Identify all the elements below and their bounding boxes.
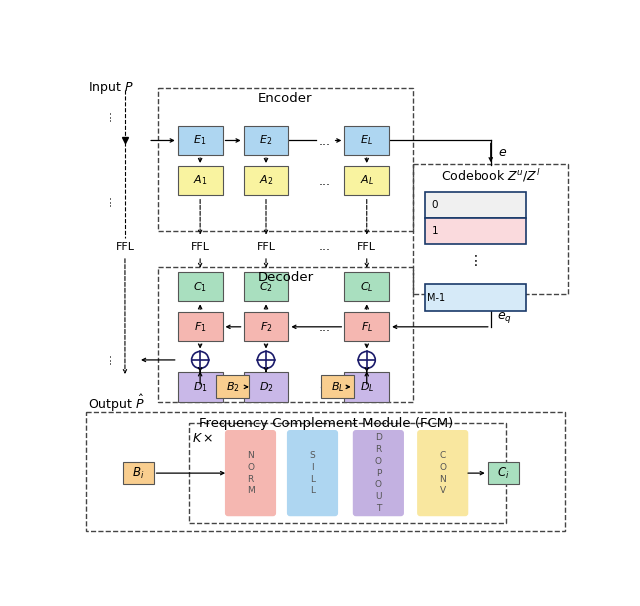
FancyBboxPatch shape xyxy=(425,218,525,244)
FancyBboxPatch shape xyxy=(344,312,389,341)
FancyBboxPatch shape xyxy=(417,430,468,516)
Text: $K \times$: $K \times$ xyxy=(193,432,214,445)
Text: $E_L$: $E_L$ xyxy=(360,133,373,147)
Text: N
O
R
M: N O R M xyxy=(246,451,254,495)
FancyBboxPatch shape xyxy=(244,166,289,195)
FancyBboxPatch shape xyxy=(425,192,525,218)
FancyBboxPatch shape xyxy=(244,372,289,402)
Text: FFL: FFL xyxy=(257,242,275,251)
FancyBboxPatch shape xyxy=(178,312,223,341)
FancyBboxPatch shape xyxy=(123,462,154,484)
Text: ...: ... xyxy=(100,194,114,206)
Text: $A_1$: $A_1$ xyxy=(193,174,207,187)
FancyBboxPatch shape xyxy=(244,126,289,155)
FancyBboxPatch shape xyxy=(321,375,353,398)
Text: $B_i$: $B_i$ xyxy=(132,465,144,481)
Text: $D_2$: $D_2$ xyxy=(259,380,273,394)
Text: $E_1$: $E_1$ xyxy=(193,133,207,147)
FancyBboxPatch shape xyxy=(488,462,518,484)
Text: $C_i$: $C_i$ xyxy=(497,465,509,481)
Text: $C_L$: $C_L$ xyxy=(360,280,374,294)
FancyBboxPatch shape xyxy=(178,372,223,402)
FancyBboxPatch shape xyxy=(178,272,223,301)
Text: $D_L$: $D_L$ xyxy=(360,380,374,394)
FancyBboxPatch shape xyxy=(425,284,525,311)
Text: ...: ... xyxy=(318,135,330,148)
FancyBboxPatch shape xyxy=(244,272,289,301)
FancyBboxPatch shape xyxy=(225,430,276,516)
Text: $e_q$: $e_q$ xyxy=(497,310,512,325)
Bar xyxy=(413,164,568,295)
Text: FFL: FFL xyxy=(357,242,376,251)
Text: Encoder: Encoder xyxy=(258,92,312,105)
Text: $B_L$: $B_L$ xyxy=(330,380,344,394)
FancyBboxPatch shape xyxy=(178,126,223,155)
FancyBboxPatch shape xyxy=(178,166,223,195)
Text: Frequency Complement Module (FCM): Frequency Complement Module (FCM) xyxy=(198,418,453,430)
Text: FFL: FFL xyxy=(115,242,134,251)
Text: M-1: M-1 xyxy=(428,293,445,302)
Text: $F_L$: $F_L$ xyxy=(360,320,373,334)
FancyBboxPatch shape xyxy=(344,272,389,301)
Text: $D_1$: $D_1$ xyxy=(193,380,207,394)
Text: Codebook $Z^u$/$Z^l$: Codebook $Z^u$/$Z^l$ xyxy=(441,167,541,184)
Text: ...: ... xyxy=(318,240,330,253)
Text: Input $P$: Input $P$ xyxy=(88,80,134,96)
Text: Decoder: Decoder xyxy=(257,271,314,284)
FancyBboxPatch shape xyxy=(344,166,389,195)
Text: $B_2$: $B_2$ xyxy=(226,380,239,394)
Text: ...: ... xyxy=(318,321,330,334)
FancyBboxPatch shape xyxy=(344,126,389,155)
Text: 0: 0 xyxy=(432,200,438,210)
Text: $F_1$: $F_1$ xyxy=(194,320,207,334)
FancyBboxPatch shape xyxy=(244,312,289,341)
Text: ⋮: ⋮ xyxy=(468,255,482,268)
Text: ...: ... xyxy=(100,351,114,364)
Text: $A_L$: $A_L$ xyxy=(360,174,374,187)
FancyBboxPatch shape xyxy=(353,430,404,516)
Text: $E_2$: $E_2$ xyxy=(259,133,273,147)
Text: ...: ... xyxy=(318,175,330,188)
FancyBboxPatch shape xyxy=(344,372,389,402)
FancyBboxPatch shape xyxy=(287,430,338,516)
Text: 1: 1 xyxy=(431,226,438,236)
Bar xyxy=(189,423,506,523)
Text: $C_1$: $C_1$ xyxy=(193,280,207,294)
Text: $e$: $e$ xyxy=(499,145,508,159)
Bar xyxy=(86,411,565,531)
Text: C
O
N
V: C O N V xyxy=(439,451,446,495)
Text: FFL: FFL xyxy=(191,242,210,251)
FancyBboxPatch shape xyxy=(216,375,249,398)
Bar xyxy=(157,267,413,402)
Text: ...: ... xyxy=(100,109,114,121)
Text: Output $\hat{P}$: Output $\hat{P}$ xyxy=(88,393,145,415)
Text: D
R
O
P
O
U
T: D R O P O U T xyxy=(375,433,382,513)
Text: $A_2$: $A_2$ xyxy=(259,174,273,187)
Bar xyxy=(157,88,413,230)
Text: S
I
L
L: S I L L xyxy=(310,451,316,495)
Text: $C_2$: $C_2$ xyxy=(259,280,273,294)
Text: $F_2$: $F_2$ xyxy=(260,320,272,334)
